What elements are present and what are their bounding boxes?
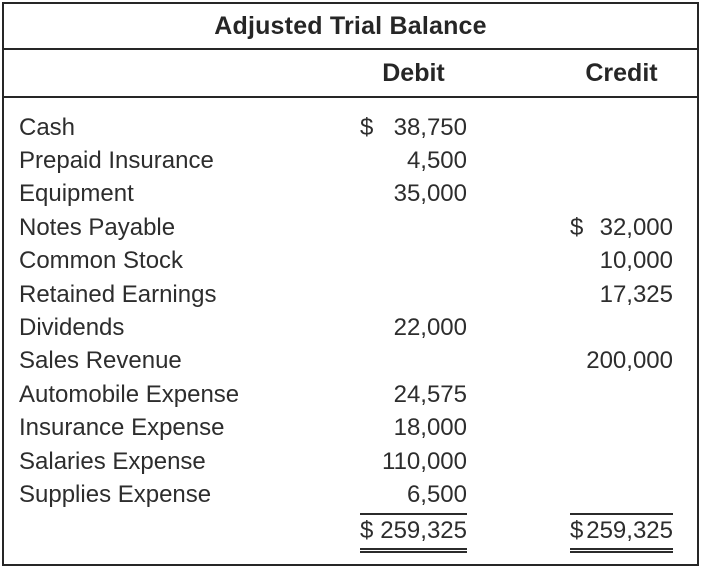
table-row: Cash $ 38,750 xyxy=(4,111,697,144)
debit-amount: $ 38,750 xyxy=(360,114,467,142)
table-row: Equipment 35,000 xyxy=(4,178,697,211)
account-label: Insurance Expense xyxy=(19,414,225,442)
account-label: Supplies Expense xyxy=(19,480,212,508)
credit-amount: 17,325 xyxy=(570,281,673,309)
credit-value: 32,000 xyxy=(599,213,673,241)
debit-value: 4,500 xyxy=(406,147,467,175)
table-row: Retained Earnings 17,325 xyxy=(4,278,697,311)
debit-amount: 35,000 xyxy=(360,180,467,208)
table-row: Dividends 22,000 xyxy=(4,311,697,344)
credit-value: 200,000 xyxy=(586,347,673,375)
column-header-credit: Credit xyxy=(585,58,658,87)
title-row: Adjusted Trial Balance xyxy=(4,4,697,50)
account-label: Prepaid Insurance xyxy=(19,147,214,175)
table-row: Common Stock 10,000 xyxy=(4,245,697,278)
account-label: Notes Payable xyxy=(19,213,176,241)
account-label: Sales Revenue xyxy=(19,347,182,375)
credit-amount: 200,000 xyxy=(570,347,673,375)
total-credit-value: 259,325 xyxy=(586,516,673,544)
debit-amount: 4,500 xyxy=(360,147,467,175)
dollar-sign: $ xyxy=(570,213,584,241)
account-label: Common Stock xyxy=(19,247,184,275)
column-header-debit: Debit xyxy=(382,58,445,87)
table-row: Salaries Expense 110,000 xyxy=(4,445,697,478)
account-label: Automobile Expense xyxy=(19,380,240,408)
adjusted-trial-balance-table: Adjusted Trial Balance Debit Credit Cash… xyxy=(2,2,699,566)
credit-value: 17,325 xyxy=(599,280,673,308)
debit-amount: 110,000 xyxy=(360,448,467,476)
account-label: Equipment xyxy=(19,180,134,208)
debit-value: 35,000 xyxy=(393,180,467,208)
debit-amount: 22,000 xyxy=(360,314,467,342)
table-row: Insurance Expense 18,000 xyxy=(4,412,697,445)
debit-amount: 18,000 xyxy=(360,414,467,442)
table-body: Cash $ 38,750 Prepaid Insurance 4,500 Eq… xyxy=(4,98,697,564)
debit-value: 22,000 xyxy=(393,314,467,342)
table-row: Notes Payable $ 32,000 xyxy=(4,211,697,244)
debit-value: 6,500 xyxy=(406,480,467,508)
table-row: Sales Revenue 200,000 xyxy=(4,345,697,378)
credit-value: 10,000 xyxy=(599,247,673,275)
page-title: Adjusted Trial Balance xyxy=(214,11,487,40)
debit-value: 24,575 xyxy=(393,380,467,408)
credit-amount: 10,000 xyxy=(570,247,673,275)
total-debit-amount: $ 259,325 xyxy=(360,512,467,553)
dollar-sign: $ xyxy=(360,516,374,544)
totals-row: $ 259,325 $ 259,325 xyxy=(4,512,697,553)
dollar-sign: $ xyxy=(570,516,584,544)
table-row: Supplies Expense 6,500 xyxy=(4,478,697,511)
table-row: Automobile Expense 24,575 xyxy=(4,378,697,411)
account-label: Salaries Expense xyxy=(19,447,206,475)
debit-value: 38,750 xyxy=(393,113,467,141)
debit-amount: 6,500 xyxy=(360,481,467,509)
dollar-sign: $ xyxy=(360,113,374,141)
table-row: Prepaid Insurance 4,500 xyxy=(4,144,697,177)
account-label: Cash xyxy=(19,113,76,141)
total-debit-value: 259,325 xyxy=(380,516,467,544)
account-label: Dividends xyxy=(19,314,125,342)
debit-amount: 24,575 xyxy=(360,381,467,409)
column-header-row: Debit Credit xyxy=(4,50,697,98)
debit-value: 110,000 xyxy=(382,447,467,475)
total-credit-amount: $ 259,325 xyxy=(570,512,673,553)
account-label: Retained Earnings xyxy=(19,280,217,308)
debit-value: 18,000 xyxy=(393,414,467,442)
credit-amount: $ 32,000 xyxy=(570,214,673,242)
